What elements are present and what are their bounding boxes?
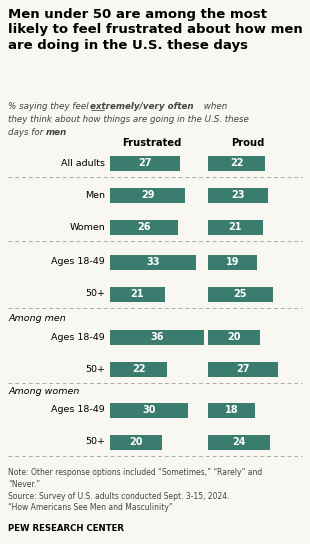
Bar	[208, 403, 255, 417]
Text: % saying they feel ___: % saying they feel ___	[8, 102, 107, 111]
Bar	[110, 255, 196, 269]
Text: Frustrated: Frustrated	[122, 138, 182, 148]
Bar	[110, 403, 188, 417]
Text: 22: 22	[230, 158, 243, 168]
Bar	[110, 287, 165, 301]
Text: 24: 24	[232, 437, 246, 447]
Text: 22: 22	[132, 364, 145, 374]
Bar	[110, 330, 204, 344]
Bar	[110, 156, 180, 170]
Text: 27: 27	[138, 158, 152, 168]
Text: Ages 18-49: Ages 18-49	[51, 257, 105, 267]
Text: extremely/very often: extremely/very often	[90, 102, 194, 111]
Text: Among men: Among men	[8, 314, 66, 323]
Bar	[208, 362, 278, 376]
Text: Women: Women	[69, 222, 105, 232]
Text: 21: 21	[228, 222, 242, 232]
Text: Ages 18-49: Ages 18-49	[51, 405, 105, 415]
Text: 25: 25	[234, 289, 247, 299]
Text: 19: 19	[226, 257, 239, 267]
Text: 50+: 50+	[85, 437, 105, 447]
Bar	[110, 188, 185, 202]
Text: Proud: Proud	[231, 138, 265, 148]
Text: Men: Men	[85, 190, 105, 200]
Text: 30: 30	[142, 405, 156, 415]
Text: men: men	[46, 128, 67, 137]
Text: 36: 36	[150, 332, 164, 342]
Text: 50+: 50+	[85, 364, 105, 374]
Text: 29: 29	[141, 190, 154, 200]
Text: 23: 23	[231, 190, 245, 200]
Text: they think about how things are going in the U.S. these: they think about how things are going in…	[8, 115, 249, 124]
Text: days for: days for	[8, 128, 46, 137]
Text: when: when	[201, 102, 227, 111]
Bar	[208, 287, 273, 301]
Text: 18: 18	[224, 405, 238, 415]
Bar	[208, 330, 260, 344]
Text: 20: 20	[227, 332, 241, 342]
Text: PEW RESEARCH CENTER: PEW RESEARCH CENTER	[8, 524, 124, 533]
Bar	[208, 188, 268, 202]
Bar	[208, 219, 263, 234]
Bar	[110, 435, 162, 449]
Text: Note: Other response options included “Sometimes,” “Rarely” and
“Never.”
Source:: Note: Other response options included “S…	[8, 468, 262, 512]
Text: Among women: Among women	[8, 387, 79, 396]
Text: 33: 33	[146, 257, 160, 267]
Text: 50+: 50+	[85, 289, 105, 299]
Text: All adults: All adults	[61, 158, 105, 168]
Text: 20: 20	[129, 437, 143, 447]
Text: 27: 27	[236, 364, 250, 374]
Text: Men under 50 are among the most
likely to feel frustrated about how men
are doin: Men under 50 are among the most likely t…	[8, 8, 303, 52]
Bar	[208, 435, 270, 449]
Text: Ages 18-49: Ages 18-49	[51, 332, 105, 342]
Text: 21: 21	[131, 289, 144, 299]
Bar	[110, 362, 167, 376]
Bar	[208, 255, 257, 269]
Bar	[208, 156, 265, 170]
Bar	[110, 219, 178, 234]
Text: 26: 26	[137, 222, 151, 232]
